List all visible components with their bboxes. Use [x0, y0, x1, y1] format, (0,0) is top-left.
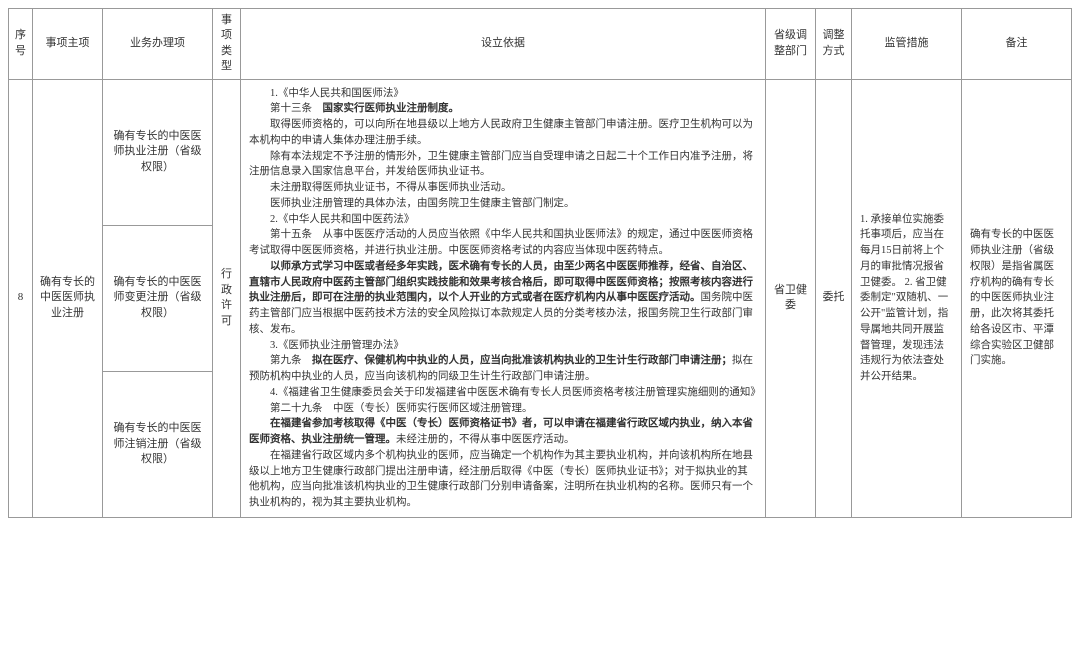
basis-p2-3a: 以师承方式学习中医或者经多年实践，医术确有专长的人员，由至少两名中医医师推荐，经… — [249, 261, 753, 304]
basis-p4-3b: 未经注册的，不得从事中医医疗活动。 — [396, 434, 575, 445]
header-main: 事项主项 — [33, 9, 103, 80]
supervise-2: 2. 省卫健委制定"双随机、一公开"监管计划，指导属地共同开展监督管理，发现违法… — [860, 277, 948, 383]
basis-p1-5: 未注册取得医师执业证书，不得从事医师执业活动。 — [270, 182, 512, 193]
cell-method: 委托 — [816, 79, 852, 517]
header-basis: 设立依据 — [241, 9, 766, 80]
regulation-table: 序号 事项主项 业务办理项 事项类型 设立依据 省级调整部门 调整方式 监管措施… — [8, 8, 1072, 518]
basis-p1-6: 医师执业注册管理的具体办法，由国务院卫生健康主管部门制定。 — [270, 198, 575, 209]
basis-p3-2b: 拟在医疗、保健机构中执业的人员，应当向批准该机构执业的卫生计生行政部门申请注册； — [312, 355, 732, 366]
header-method: 调整方式 — [816, 9, 852, 80]
basis-p4-1: 4.《福建省卫生健康委员会关于印发福建省中医医术确有专长人员医师资格考核注册管理… — [270, 387, 761, 398]
cell-supervise: 1. 承接单位实施委托事项后，应当在每月15日前将上个月的审批情况报省卫健委。 … — [852, 79, 962, 517]
basis-p1-1: 1.《中华人民共和国医师法》 — [270, 88, 404, 99]
basis-p2-2: 第十五条 从事中医医疗活动的人员应当依照《中华人民共和国执业医师法》的规定，通过… — [249, 229, 753, 256]
cell-basis: 1.《中华人民共和国医师法》 第十三条 国家实行医师执业注册制度。 取得医师资格… — [241, 79, 766, 517]
cell-handle-1: 确有专长的中医医师执业注册（省级权限） — [103, 79, 213, 225]
cell-seq: 8 — [9, 79, 33, 517]
basis-p1-4: 除有本法规定不予注册的情形外，卫生健康主管部门应当自受理申请之日起二十个工作日内… — [249, 151, 753, 178]
remark-text: 确有专长的中医医师执业注册（省级权限）是指省属医疗机构的确有专长的中医医师执业注… — [970, 229, 1054, 366]
header-row: 序号 事项主项 业务办理项 事项类型 设立依据 省级调整部门 调整方式 监管措施… — [9, 9, 1072, 80]
basis-p2-1: 2.《中华人民共和国中医药法》 — [270, 214, 414, 225]
cell-handle-2: 确有专长的中医医师变更注册（省级权限） — [103, 225, 213, 371]
header-handle: 业务办理项 — [103, 9, 213, 80]
basis-p1-2a: 第十三条 — [270, 103, 323, 114]
cell-dept: 省卫健委 — [766, 79, 816, 517]
header-seq: 序号 — [9, 9, 33, 80]
basis-p4-4: 在福建省行政区域内多个机构执业的医师，应当确定一个机构作为其主要执业机构，并向该… — [249, 450, 753, 508]
basis-p1-2b: 国家实行医师执业注册制度。 — [323, 103, 460, 114]
table-row: 8 确有专长的中医医师执业注册 确有专长的中医医师执业注册（省级权限） 行政许可… — [9, 79, 1072, 225]
basis-p4-2: 第二十九条 中医（专长）医师实行医师区域注册管理。 — [270, 403, 533, 414]
basis-p3-1: 3.《医师执业注册管理办法》 — [270, 340, 404, 351]
basis-p1-3: 取得医师资格的，可以向所在地县级以上地方人民政府卫生健康主管部门申请注册。医疗卫… — [249, 119, 753, 146]
cell-main: 确有专长的中医医师执业注册 — [33, 79, 103, 517]
header-supervise: 监管措施 — [852, 9, 962, 80]
cell-handle-3: 确有专长的中医医师注销注册（省级权限） — [103, 371, 213, 517]
cell-remark: 确有专长的中医医师执业注册（省级权限）是指省属医疗机构的确有专长的中医医师执业注… — [962, 79, 1072, 517]
cell-type: 行政许可 — [213, 79, 241, 517]
header-remark: 备注 — [962, 9, 1072, 80]
basis-p3-2a: 第九条 — [270, 355, 312, 366]
header-type: 事项类型 — [213, 9, 241, 80]
header-dept: 省级调整部门 — [766, 9, 816, 80]
